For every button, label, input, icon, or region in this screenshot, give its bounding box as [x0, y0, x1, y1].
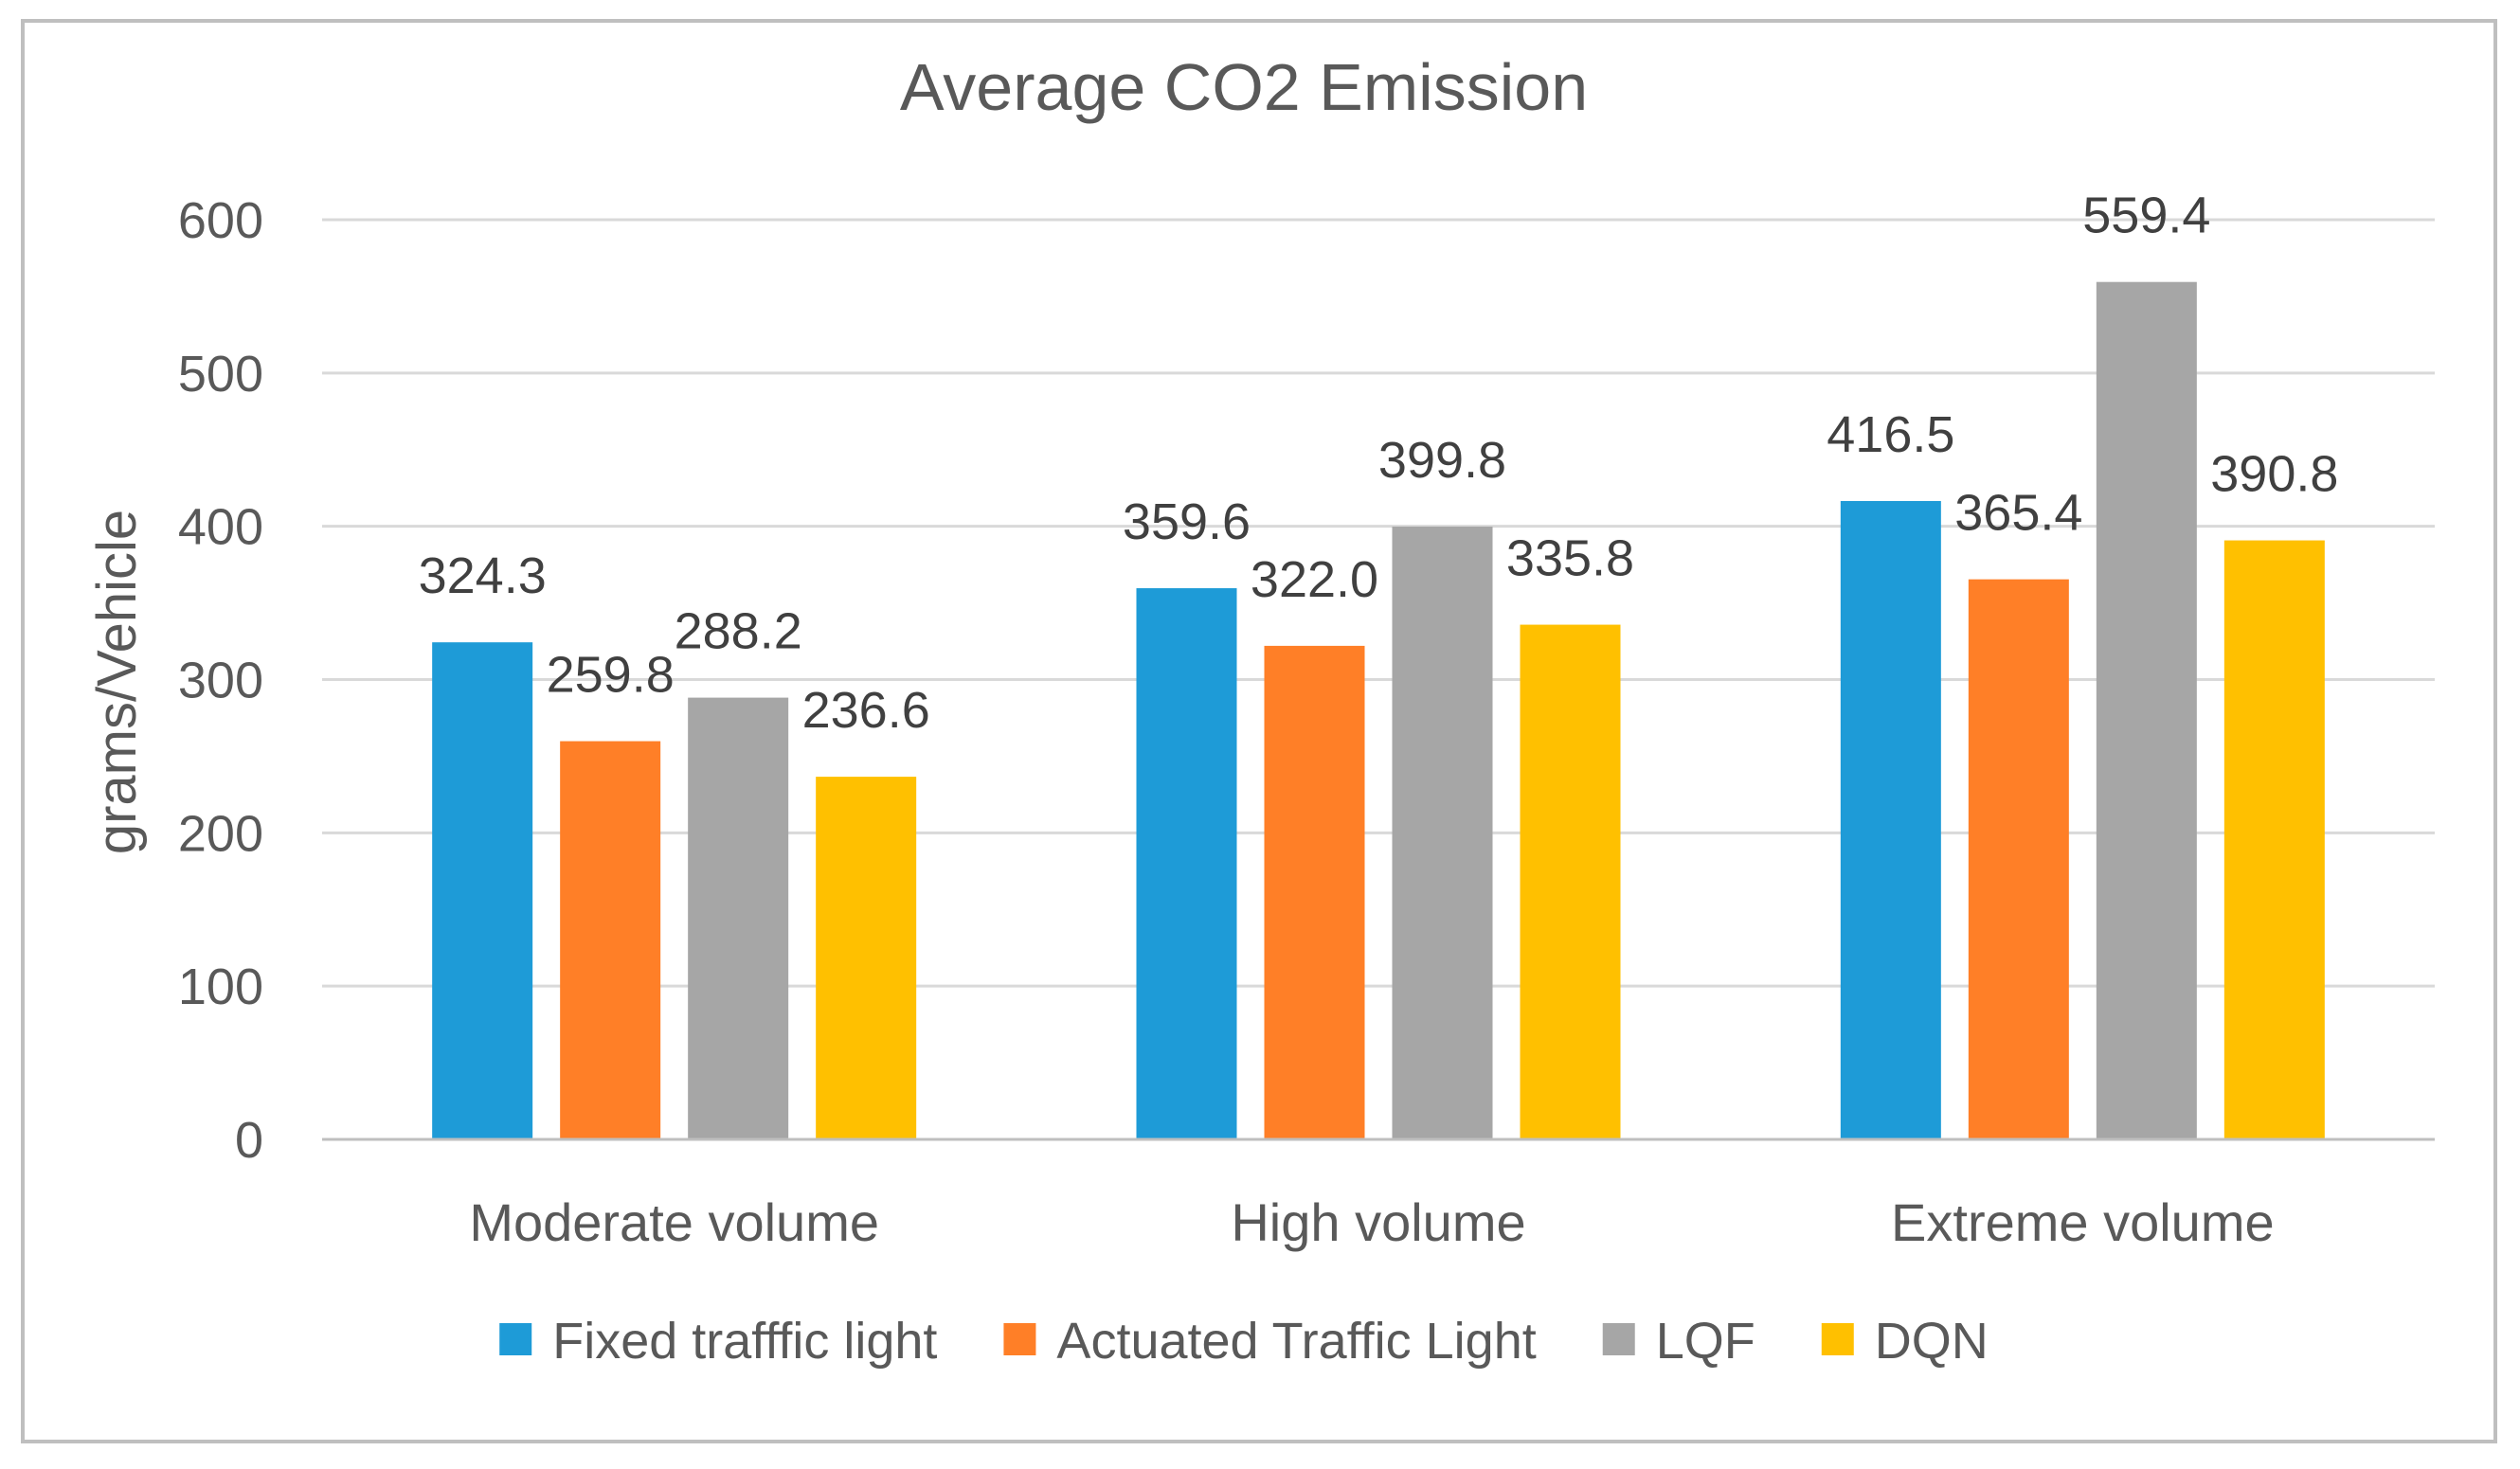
- bar-lqf: [1392, 526, 1493, 1139]
- y-tick-label: 300: [178, 653, 263, 709]
- legend-swatch: [499, 1323, 532, 1355]
- legend-item: Fixed trafffic light: [499, 1313, 937, 1370]
- data-label: 416.5: [1827, 406, 1954, 463]
- data-label: 259.8: [547, 647, 675, 704]
- bar-fixed-trafffic-light: [1136, 588, 1237, 1139]
- bar-lqf: [688, 697, 789, 1139]
- y-tick-label: 200: [178, 805, 263, 862]
- bar-lqf: [2096, 281, 2197, 1139]
- legend-item: Actuated Traffic Light: [1003, 1313, 1537, 1370]
- data-label: 324.3: [419, 547, 547, 604]
- bar-actuated-traffic-light: [1264, 645, 1365, 1139]
- legend-item: DQN: [1821, 1313, 1989, 1370]
- bar-actuated-traffic-light: [560, 741, 661, 1139]
- data-label: 559.4: [2082, 188, 2210, 244]
- gridlines: [322, 218, 2435, 988]
- data-label: 288.2: [675, 603, 802, 660]
- legend-item: LQF: [1602, 1313, 1755, 1370]
- bar-fixed-trafffic-light: [1840, 500, 1941, 1139]
- legend: Fixed trafffic light Actuated Traffic Lig…: [499, 1313, 1989, 1370]
- x-tick-label: Extreme volume: [1891, 1192, 2275, 1252]
- y-tick-label: 600: [178, 192, 263, 249]
- bar-fixed-trafffic-light: [432, 642, 533, 1139]
- axes: 0 100 200 300 400 500 600 Moderate volume High v…: [178, 192, 2435, 1252]
- data-label: 399.8: [1378, 432, 1506, 489]
- y-tick-label: 500: [178, 346, 263, 403]
- bar-dqn: [1520, 624, 1621, 1139]
- bar-dqn: [816, 777, 917, 1139]
- bars: [432, 281, 2325, 1139]
- y-axis-label: grams/Vehicle: [86, 510, 148, 854]
- legend-swatch: [1821, 1323, 1854, 1355]
- data-label: 335.8: [1506, 530, 1634, 587]
- x-tick-label: Moderate volume: [469, 1192, 879, 1252]
- bar-dqn: [2223, 540, 2325, 1139]
- y-tick-label: 400: [178, 499, 263, 556]
- legend-swatch: [1602, 1323, 1635, 1355]
- legend-label: LQF: [1656, 1313, 1755, 1370]
- legend-label: Actuated Traffic Light: [1056, 1313, 1536, 1370]
- legend-swatch: [1003, 1323, 1036, 1355]
- bar-actuated-traffic-light: [1968, 579, 2069, 1139]
- data-label: 322.0: [1251, 551, 1378, 608]
- data-label: 390.8: [2210, 446, 2338, 503]
- legend-label: DQN: [1875, 1313, 1989, 1370]
- y-tick-label: 0: [235, 1112, 263, 1169]
- y-tick-label: 100: [178, 958, 263, 1015]
- x-tick-label: High volume: [1231, 1192, 1525, 1252]
- data-label: 236.6: [802, 682, 930, 739]
- legend-label: Fixed trafffic light: [552, 1313, 937, 1370]
- data-label: 365.4: [1954, 485, 2082, 542]
- chart-title: Average CO2 Emission: [900, 50, 1588, 124]
- data-label: 359.6: [1123, 493, 1251, 550]
